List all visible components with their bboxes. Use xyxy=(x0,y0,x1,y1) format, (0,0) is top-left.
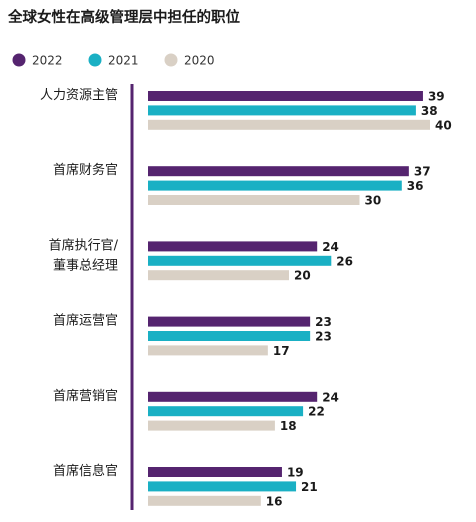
legend-swatch xyxy=(88,53,102,67)
bar-2020 xyxy=(148,270,289,281)
value-label: 24 xyxy=(322,390,339,404)
bar-2022 xyxy=(148,391,318,402)
bar-2022 xyxy=(148,166,409,177)
bar-2022 xyxy=(148,241,318,252)
legend-item-2021: 2021 xyxy=(88,53,139,68)
bar-2021 xyxy=(148,481,297,492)
category-label: 首席运营官 xyxy=(53,313,118,329)
legend-label: 2021 xyxy=(108,54,139,68)
category-label: 首席执行官/ xyxy=(49,237,119,253)
legend: 2022 2021 2020 xyxy=(12,53,215,68)
bar-2022 xyxy=(148,91,423,101)
value-label: 23 xyxy=(315,330,332,344)
bar-2021 xyxy=(148,331,311,341)
legend-label: 2020 xyxy=(184,54,215,68)
category-label: 人力资源主管 xyxy=(40,88,118,103)
value-label: 23 xyxy=(315,315,332,329)
value-label: 19 xyxy=(287,466,304,480)
value-label: 39 xyxy=(428,90,445,104)
value-label: 18 xyxy=(280,419,297,433)
bars xyxy=(148,91,430,506)
legend-swatch xyxy=(12,53,26,67)
value-label: 36 xyxy=(407,179,424,193)
bar-2021 xyxy=(148,180,402,191)
legend-item-2022: 2022 xyxy=(12,53,63,68)
chart-title: 全球女性在高级管理层中担任的职位 xyxy=(7,8,240,26)
legend-swatch xyxy=(164,53,178,67)
bar-2021 xyxy=(148,406,304,417)
bar-2020 xyxy=(148,420,275,431)
value-label: 22 xyxy=(308,405,325,419)
value-label: 16 xyxy=(266,494,283,508)
category-label: 首席信息官 xyxy=(53,463,118,479)
value-label: 26 xyxy=(336,254,353,268)
value-label: 24 xyxy=(322,240,339,254)
value-label: 21 xyxy=(301,480,318,494)
bar-2021 xyxy=(148,255,332,266)
category-label: 首席财务官 xyxy=(53,162,118,178)
category-label: 首席营销官 xyxy=(53,388,118,404)
bar-2020 xyxy=(148,119,430,130)
bar-2021 xyxy=(148,105,416,116)
value-label: 38 xyxy=(421,104,438,118)
legend-item-2020: 2020 xyxy=(164,53,215,68)
category-label: 董事总经理 xyxy=(53,258,118,273)
bar-2022 xyxy=(148,467,282,477)
value-label: 20 xyxy=(294,269,311,283)
bar-2020 xyxy=(148,345,268,356)
legend-label: 2022 xyxy=(32,54,63,68)
value-label: 40 xyxy=(435,118,452,132)
value-label: 30 xyxy=(365,194,382,208)
bar-2020 xyxy=(148,495,261,506)
value-label: 17 xyxy=(273,344,290,358)
bar-2022 xyxy=(148,316,311,327)
value-label: 37 xyxy=(414,165,431,179)
bar-2020 xyxy=(148,195,360,205)
